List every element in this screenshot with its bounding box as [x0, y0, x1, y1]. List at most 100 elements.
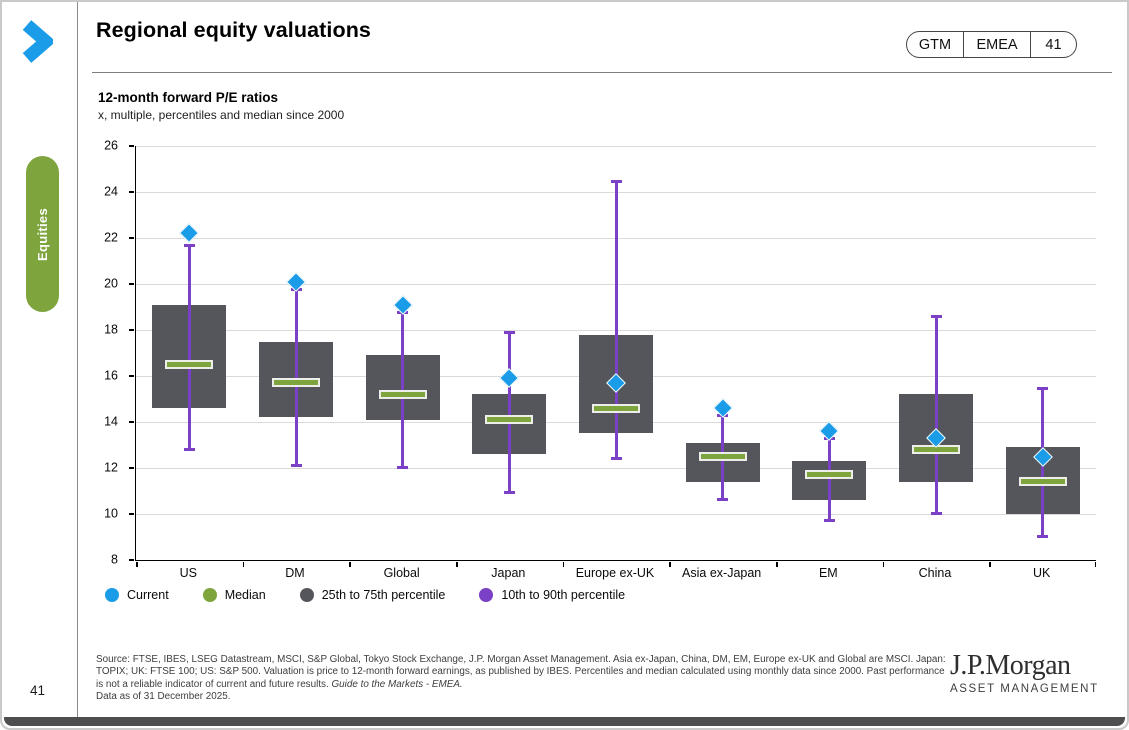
- percentile-whisker: [187, 244, 191, 450]
- jpmorgan-logo-subtitle: ASSET MANAGEMENT: [950, 683, 1099, 695]
- source-note: Source: FTSE, IBES, LSEG Datastream, MSC…: [96, 654, 948, 704]
- page-number: 41: [30, 683, 46, 698]
- legend-item: Median: [202, 588, 266, 602]
- x-axis-tick: [776, 561, 778, 567]
- plot-area: [129, 145, 1096, 567]
- percentile-whisker: [401, 311, 405, 468]
- x-axis-tick: [136, 561, 138, 567]
- gtm-badge-page: 41: [1030, 32, 1076, 57]
- chevron-right-icon: [22, 20, 53, 63]
- y-tick-label: 20: [104, 276, 118, 291]
- whisker-cap-bottom: [717, 498, 729, 502]
- median-marker: [272, 378, 320, 388]
- percentile-whisker: [507, 332, 511, 494]
- legend-label: Current: [127, 588, 169, 602]
- whisker-cap-bottom: [183, 447, 195, 451]
- current-marker: [286, 271, 306, 292]
- x-axis-tick: [669, 561, 671, 567]
- y-tick-label: 18: [104, 322, 118, 337]
- sidebar-divider: [77, 2, 78, 719]
- sidebar-tab-equities[interactable]: Equities: [26, 156, 59, 312]
- median-marker: [378, 389, 427, 399]
- source-note-main: Source: FTSE, IBES, LSEG Datastream, MSC…: [96, 654, 946, 690]
- y-tick-label: 12: [104, 460, 118, 475]
- y-tick-label: 10: [104, 506, 118, 521]
- legend-swatch: [299, 588, 314, 602]
- chart-legend: Current Median 25th to 75th percentile 10th…: [105, 588, 625, 602]
- current-marker: [499, 368, 520, 389]
- percentile-whisker: [827, 438, 831, 521]
- y-tick-label: 14: [104, 414, 118, 429]
- x-tick-label: Europe ex-UK: [575, 566, 655, 580]
- percentile-whisker: [614, 180, 618, 459]
- legend-label: Median: [224, 588, 266, 602]
- data-as-of: Data as of 31 December 2025.: [96, 691, 231, 703]
- whisker-cap-bottom: [1037, 535, 1049, 538]
- header-rule: [92, 72, 1112, 74]
- x-axis-labels: US DM Global Japan Europe ex-UK Asia ex-Japan…: [135, 566, 1095, 584]
- whisker-cap-bottom: [503, 491, 515, 495]
- x-axis-tick: [562, 561, 565, 567]
- x-axis-tick: [989, 561, 991, 567]
- legend-item: 25th to 75th percentile: [299, 588, 446, 602]
- x-axis-tick: [882, 561, 885, 567]
- gridline: [136, 514, 1096, 515]
- whisker-cap-bottom: [290, 463, 302, 467]
- current-marker: [712, 398, 733, 419]
- percentile-whisker: [294, 288, 298, 466]
- whisker-cap-top: [503, 331, 515, 335]
- current-marker: [392, 294, 413, 315]
- legend-item: Current: [105, 588, 169, 602]
- x-axis-tick: [1094, 561, 1096, 567]
- y-axis-tick: [129, 375, 134, 377]
- x-tick-label: US: [179, 566, 198, 580]
- median-marker: [1018, 477, 1067, 487]
- window-bottom-edge: [4, 717, 1125, 726]
- y-tick-label: 26: [104, 138, 118, 153]
- y-axis-tick: [129, 329, 134, 331]
- jpmorgan-logo: J.P.Morgan ASSET MANAGEMENT: [950, 650, 1120, 695]
- whisker-cap-bottom: [610, 456, 622, 460]
- legend-swatch: [105, 588, 119, 602]
- y-tick-label: 22: [104, 230, 118, 245]
- whisker-cap-bottom: [397, 466, 409, 469]
- percentile-whisker: [934, 316, 938, 514]
- page-title: Regional equity valuations: [96, 18, 371, 42]
- chart-title: 12-month forward P/E ratios: [98, 90, 279, 105]
- y-axis-tick: [129, 283, 134, 285]
- gridline: [136, 146, 1096, 147]
- y-axis-tick: [129, 513, 134, 515]
- whisker-cap-top: [183, 243, 195, 247]
- x-tick-label: Japan: [491, 566, 526, 580]
- y-axis-labels: 8 10 12 14 16 18 20 22 24 26: [86, 139, 124, 567]
- x-tick-label: Global: [383, 566, 420, 580]
- median-marker: [165, 360, 214, 369]
- median-marker: [805, 470, 854, 480]
- legend-item: 10th to 90th percentile: [479, 588, 625, 602]
- gtm-badge-program: GTM: [918, 36, 952, 53]
- whisker-cap-top: [930, 315, 942, 319]
- source-note-italic: Guide to the Markets - EMEA.: [331, 678, 463, 690]
- gtm-badge-region: EMEA: [963, 32, 1030, 57]
- gridline: [136, 468, 1096, 469]
- legend-label: 10th to 90th percentile: [501, 588, 626, 602]
- median-marker: [485, 415, 534, 425]
- x-tick-label: China: [918, 566, 952, 580]
- x-tick-label: DM: [285, 566, 305, 580]
- y-axis-tick: [129, 467, 134, 469]
- whisker-cap-bottom: [930, 512, 942, 515]
- y-tick-label: 8: [111, 552, 118, 567]
- y-axis-tick: [129, 237, 134, 239]
- gtm-badge: GTM EMEA 41: [906, 31, 1077, 58]
- whisker-cap-top: [610, 179, 622, 183]
- y-axis-tick: [129, 421, 134, 423]
- jpmorgan-logo-wordmark: J.P.Morgan: [950, 650, 1071, 681]
- legend-label: 25th to 75th percentile: [321, 588, 446, 602]
- whisker-cap-bottom: [823, 518, 835, 522]
- y-tick-label: 24: [104, 184, 118, 199]
- y-axis-tick: [129, 145, 134, 147]
- y-axis-tick: [129, 559, 134, 561]
- x-tick-label: Asia ex-Japan: [682, 566, 762, 580]
- current-marker: [819, 421, 840, 442]
